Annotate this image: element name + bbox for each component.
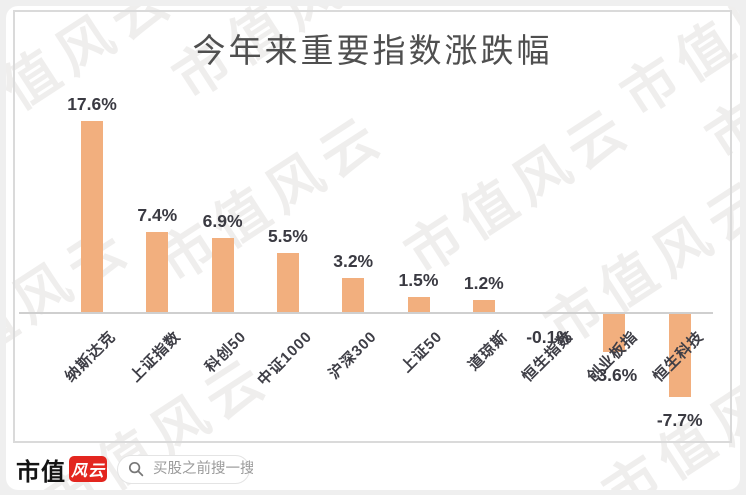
x-axis-category-label: 上证指数 bbox=[127, 328, 185, 386]
chart-card: 市值风云 市值风云 市值风云 市值风云 市值风云 市值风云 市值风云 市值风云 市值风云 市值风云… bbox=[6, 6, 740, 490]
bar bbox=[146, 232, 169, 313]
chart-area: 今年来重要指数涨跌幅 17.6% 纳斯达克 7.4% 上证指数 6.9% 科创50 5.5%… bbox=[13, 10, 732, 443]
x-axis-category-label: 纳斯达克 bbox=[61, 328, 120, 386]
brand-name-text: 市值 bbox=[16, 458, 66, 486]
x-axis-line bbox=[19, 312, 713, 314]
bar-value-label: -0.1% bbox=[526, 327, 572, 348]
bar-value-label: 1.2% bbox=[463, 272, 504, 293]
bar bbox=[603, 313, 626, 353]
bar bbox=[668, 313, 691, 397]
x-axis-category-label: 上证50 bbox=[397, 328, 446, 376]
bar-value-label: 3.2% bbox=[333, 251, 374, 272]
bar-value-label: -7.7% bbox=[656, 410, 703, 430]
x-axis-category-label: 沪深300 bbox=[325, 328, 381, 383]
bar-value-label: 5.5% bbox=[267, 225, 308, 246]
bar bbox=[342, 278, 365, 313]
x-axis-category-label: 科创50 bbox=[201, 328, 250, 376]
bar-value-label: -3.6% bbox=[591, 365, 638, 386]
bar-value-label: 6.9% bbox=[202, 210, 243, 231]
bar bbox=[276, 252, 299, 313]
bar-chart: 17.6% 纳斯达克 7.4% 上证指数 6.9% 科创50 5.5% 中证1000 3.2% 沪… bbox=[15, 12, 730, 441]
bar-value-label: 1.5% bbox=[398, 269, 439, 290]
search-input[interactable] bbox=[151, 460, 255, 478]
bar-value-label: 17.6% bbox=[67, 93, 117, 114]
bar-value-label: 7.4% bbox=[137, 205, 178, 226]
bar bbox=[472, 299, 495, 313]
search-box[interactable] bbox=[117, 454, 255, 484]
search-icon bbox=[128, 461, 144, 477]
bar bbox=[407, 296, 430, 313]
brand-badge: 风云 bbox=[69, 456, 107, 482]
brand-logo: 市值 风云 bbox=[16, 452, 107, 487]
bar bbox=[211, 237, 234, 313]
footer-bar: 市值 风云 bbox=[16, 452, 255, 487]
bar bbox=[81, 120, 103, 313]
x-axis-category-label: 中证1000 bbox=[253, 328, 316, 390]
chart-title: 今年来重要指数涨跌幅 bbox=[192, 34, 553, 70]
